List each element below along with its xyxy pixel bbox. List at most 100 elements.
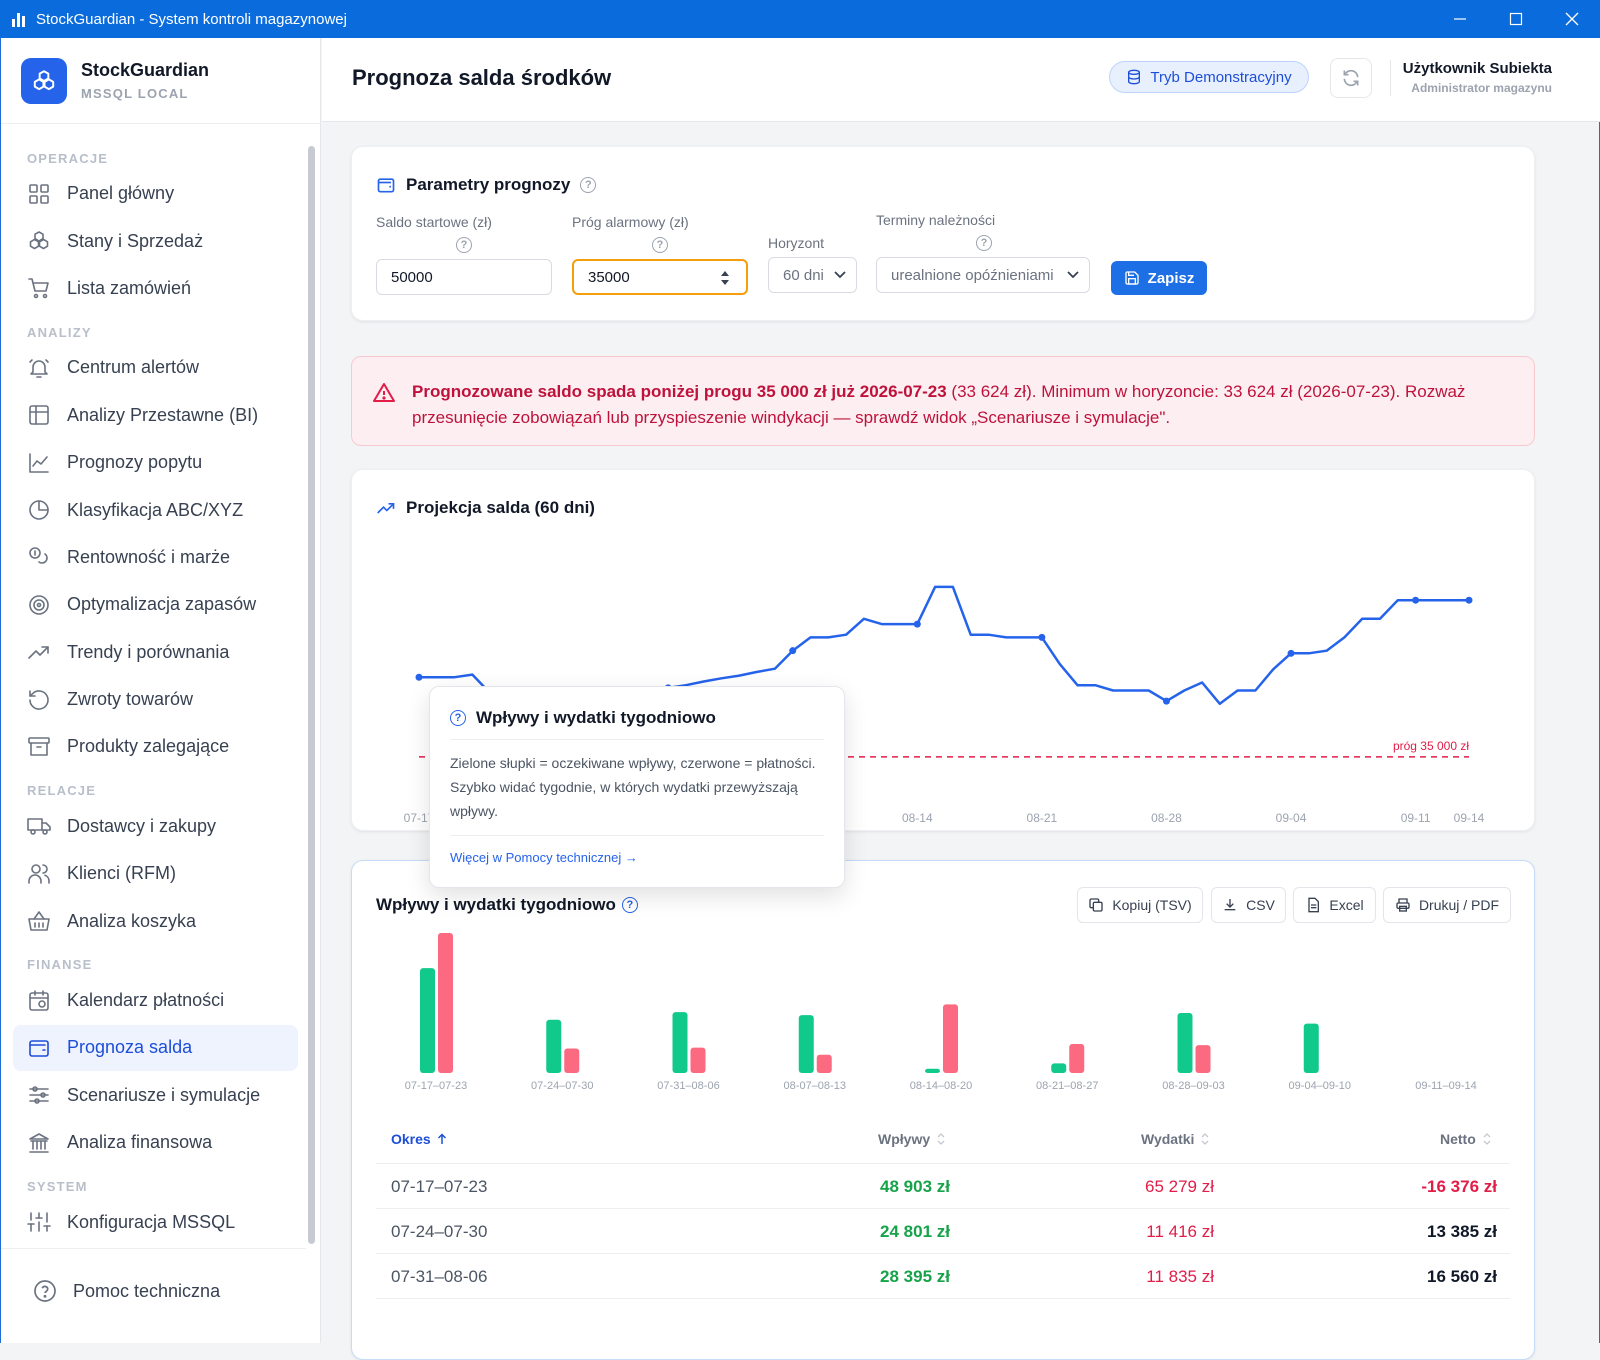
- sidebar-item-klienci-rfm[interactable]: Klienci (RFM): [1, 850, 306, 897]
- sidebar-item-lista-zamowien[interactable]: Lista zamówień: [1, 265, 306, 312]
- sidebar-item-konfiguracja-mssql[interactable]: Konfiguracja MSSQL: [1, 1198, 306, 1245]
- popover-help-link[interactable]: Więcej w Pomocy technicznej →: [450, 850, 638, 865]
- category-label: 07-24–07-30: [531, 1080, 593, 1092]
- save-label: Zapisz: [1147, 269, 1195, 287]
- params-help-icon[interactable]: ?: [580, 177, 597, 193]
- sidebar-item-dostawcy-i-zakupy[interactable]: Dostawcy i zakupy: [1, 803, 306, 850]
- terms-help-icon[interactable]: ?: [976, 235, 992, 251]
- sidebar-item-label: Optymalizacja zapasów: [67, 594, 257, 615]
- scenariusze-i-symulacje-icon: [29, 1086, 49, 1105]
- sidebar-item-label: Prognozy popytu: [67, 452, 203, 473]
- sidebar-item-scenariusze-i-symulacje[interactable]: Scenariusze i symulacje: [1, 1072, 306, 1119]
- chevron-down-icon: [834, 271, 846, 279]
- sidebar-item-prognoza-salda[interactable]: Prognoza salda: [1, 1024, 306, 1072]
- minimize-button[interactable]: [1432, 0, 1488, 38]
- brand: StockGuardian MSSQL LOCAL: [1, 38, 320, 124]
- column-header-inflow[interactable]: Wpływy: [878, 1131, 946, 1147]
- sidebar-item-label: Konfiguracja MSSQL: [67, 1211, 236, 1232]
- demo-mode-badge[interactable]: Tryb Demonstracyjny: [1109, 61, 1309, 93]
- sidebar-item-label: Rentowność i marże: [67, 546, 231, 567]
- sidebar-item-label: Prognoza salda: [67, 1037, 193, 1058]
- close-button[interactable]: [1544, 0, 1600, 38]
- sidebar-scrollbar[interactable]: [308, 146, 315, 1244]
- sidebar-item-panel-glowny[interactable]: Panel główny: [1, 170, 306, 217]
- sidebar-item-klasyfikacja-abc-xyz[interactable]: Klasyfikacja ABC/XYZ: [1, 486, 306, 533]
- balance-point: [415, 673, 423, 681]
- popover-body: Zielone słupki = oczekiwane wpływy, czer…: [450, 755, 816, 819]
- page-title: Prognoza salda środków: [352, 65, 612, 90]
- start-balance-input[interactable]: 50000: [376, 259, 552, 295]
- window-titlebar: StockGuardian - System kontroli magazyno…: [0, 0, 1600, 38]
- sidebar-item-kalendarz-platnosci[interactable]: Kalendarz płatności: [1, 977, 306, 1024]
- wallet-icon: [377, 178, 395, 193]
- user-info[interactable]: Użytkownik Subiekta Administrator magazy…: [1403, 60, 1552, 95]
- outflow-bar: [943, 1004, 958, 1073]
- popover-help-icon: ?: [450, 710, 466, 726]
- spinner-arrows-icon[interactable]: [720, 270, 730, 286]
- sidebar-item-label: Lista zamówień: [67, 277, 192, 298]
- dostawcy-i-zakupy-icon: [27, 818, 51, 836]
- threshold-input[interactable]: 35000: [572, 259, 748, 295]
- horizon-select[interactable]: 60 dni: [768, 257, 857, 293]
- csv-button[interactable]: CSV: [1211, 887, 1286, 923]
- sidebar-item-label: Centrum alertów: [67, 357, 200, 378]
- refresh-button[interactable]: [1330, 58, 1372, 98]
- window-title: StockGuardian - System kontroli magazyno…: [36, 10, 347, 28]
- weekly-help-icon[interactable]: ?: [621, 897, 638, 913]
- row-net: 13 385 zł: [1427, 1222, 1497, 1241]
- column-header-net[interactable]: Netto: [1440, 1131, 1492, 1147]
- outflow-bar: [1195, 1045, 1211, 1073]
- column-header-period[interactable]: Okres: [391, 1131, 447, 1147]
- sidebar-item-label: Zwroty towarów: [67, 689, 194, 710]
- outflow-bar: [438, 933, 453, 1073]
- net-header-label: Netto: [1440, 1131, 1476, 1147]
- inflow-bar: [925, 1068, 940, 1073]
- row-outflow: 11 835 zł: [1146, 1267, 1214, 1286]
- sidebar-item-analiza-finansowa[interactable]: Analiza finansowa: [1, 1119, 306, 1166]
- sidebar-item-rentownosc-i-marze[interactable]: Rentowność i marże: [1, 534, 306, 581]
- column-header-outflow[interactable]: Wydatki: [1141, 1131, 1210, 1147]
- threshold-help-icon[interactable]: ?: [652, 237, 668, 253]
- outflow-bar: [1069, 1044, 1085, 1073]
- sidebar-item-produkty-zalegajace[interactable]: Produkty zalegające: [1, 723, 306, 770]
- print-pdf-button[interactable]: Drukuj / PDF: [1383, 887, 1511, 923]
- sidebar-item-label: Panel główny: [67, 183, 175, 204]
- table-row[interactable]: [376, 1298, 1510, 1343]
- chevron-down-icon: [1067, 271, 1079, 279]
- help-link[interactable]: Pomoc techniczna: [33, 1279, 220, 1303]
- excel-button[interactable]: Excel: [1293, 887, 1376, 923]
- main-content: Prognoza salda środków Tryb Demonstracyj…: [322, 38, 1600, 1360]
- sidebar-item-centrum-alertow[interactable]: Centrum alertów: [1, 344, 306, 391]
- maximize-button[interactable]: [1488, 0, 1544, 38]
- inflow-bar: [546, 1019, 562, 1073]
- rentownosc-i-marze-icon: [29, 547, 48, 565]
- sidebar-item-analizy-przestawne-bi[interactable]: Analizy Przestawne (BI): [1, 392, 306, 439]
- terms-label: Terminy należności: [876, 212, 996, 228]
- projection-title: Projekcja salda (60 dni): [406, 498, 595, 517]
- sidebar-item-label: Analizy Przestawne (BI): [67, 404, 259, 425]
- help-circle-icon: [34, 1280, 56, 1302]
- sidebar-item-analiza-koszyka[interactable]: Analiza koszyka: [1, 897, 306, 944]
- sidebar-item-label: Kalendarz płatności: [67, 990, 225, 1011]
- sidebar-item-optymalizacja-zapasow[interactable]: Optymalizacja zapasów: [1, 581, 306, 628]
- table-row[interactable]: 07-17–07-23 48 903 zł 65 279 zł -16 376 …: [376, 1163, 1510, 1208]
- sidebar-item-trendy-i-porownania[interactable]: Trendy i porównania: [1, 629, 306, 676]
- table-row[interactable]: 07-24–07-30 24 801 zł 11 416 zł 13 385 z…: [376, 1208, 1510, 1253]
- copy-tsv-label: Kopiuj (TSV): [1112, 897, 1192, 913]
- weekly-title: Wpływy i wydatki tygodniowo: [376, 895, 616, 914]
- sidebar-item-zwroty-towarow[interactable]: Zwroty towarów: [1, 676, 306, 723]
- terms-select[interactable]: urealnione opóźnieniami: [876, 257, 1090, 293]
- table-row[interactable]: 07-31–08-06 28 395 zł 11 835 zł 16 560 z…: [376, 1253, 1510, 1298]
- spreadsheet-icon: [1308, 897, 1320, 913]
- sidebar-item-prognozy-popytu[interactable]: Prognozy popytu: [1, 439, 306, 486]
- copy-tsv-button[interactable]: Kopiuj (TSV): [1077, 887, 1203, 923]
- sidebar-item-stany-i-sprzedaz[interactable]: Stany i Sprzedaż: [1, 217, 306, 264]
- row-outflow: 11 416 zł: [1146, 1222, 1214, 1241]
- sidebar-item-label: Stany i Sprzedaż: [67, 230, 204, 251]
- row-period: 07-31–08-06: [391, 1267, 488, 1286]
- outflow-bar: [690, 1047, 706, 1073]
- database-icon: [1128, 69, 1141, 85]
- horizon-value: 60 dni: [783, 266, 824, 284]
- start-balance-help-icon[interactable]: ?: [456, 237, 472, 253]
- save-button[interactable]: Zapisz: [1111, 261, 1207, 295]
